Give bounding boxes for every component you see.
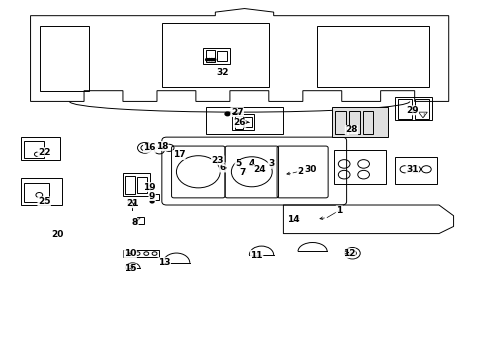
- Text: 26: 26: [233, 118, 245, 127]
- Text: 6: 6: [219, 163, 225, 172]
- Bar: [394, 157, 436, 184]
- Bar: [21, 178, 62, 205]
- Text: !: !: [421, 113, 423, 118]
- Text: 16: 16: [143, 143, 156, 152]
- Text: 25: 25: [38, 197, 50, 206]
- Bar: [362, 111, 372, 134]
- Text: 11: 11: [250, 251, 263, 260]
- Bar: [232, 114, 254, 130]
- Text: 28: 28: [345, 126, 357, 135]
- Bar: [122, 250, 159, 257]
- Text: 17: 17: [172, 150, 185, 159]
- Bar: [24, 183, 48, 202]
- Bar: [136, 177, 147, 193]
- Bar: [205, 107, 283, 134]
- Text: 4: 4: [248, 159, 254, 168]
- Bar: [397, 99, 411, 118]
- Text: 20: 20: [51, 230, 63, 239]
- Circle shape: [207, 59, 210, 61]
- Text: 30: 30: [304, 165, 316, 174]
- Bar: [334, 150, 385, 184]
- Bar: [149, 194, 159, 200]
- Bar: [331, 107, 387, 137]
- Text: 22: 22: [38, 148, 50, 157]
- Text: 29: 29: [405, 106, 418, 115]
- Bar: [136, 217, 143, 224]
- Bar: [203, 48, 229, 64]
- Bar: [21, 137, 60, 160]
- Text: 3: 3: [267, 159, 274, 168]
- Bar: [122, 173, 149, 196]
- Circle shape: [212, 59, 215, 61]
- Circle shape: [150, 200, 154, 203]
- Text: 1: 1: [336, 206, 342, 215]
- Bar: [205, 50, 215, 62]
- Text: 10: 10: [124, 249, 136, 258]
- Text: 23: 23: [211, 156, 224, 165]
- Text: 8: 8: [132, 219, 138, 228]
- Text: 19: 19: [143, 183, 156, 192]
- Bar: [335, 111, 346, 134]
- Text: 14: 14: [286, 215, 299, 224]
- Bar: [234, 116, 242, 129]
- Bar: [414, 99, 428, 118]
- Bar: [216, 51, 227, 62]
- Bar: [125, 176, 135, 194]
- Text: 32: 32: [216, 68, 228, 77]
- Bar: [394, 97, 431, 120]
- Text: 15: 15: [124, 264, 136, 273]
- Text: 18: 18: [155, 141, 168, 150]
- Text: 13: 13: [158, 258, 170, 267]
- Circle shape: [224, 112, 229, 116]
- Text: 7: 7: [239, 168, 246, 177]
- Text: 21: 21: [126, 199, 139, 208]
- Text: 31: 31: [405, 165, 418, 174]
- Circle shape: [205, 59, 208, 61]
- Text: 24: 24: [252, 165, 265, 174]
- Text: 27: 27: [230, 108, 243, 117]
- Bar: [24, 141, 43, 158]
- Text: 9: 9: [149, 192, 155, 201]
- Text: 2: 2: [297, 167, 303, 176]
- Bar: [243, 117, 252, 127]
- Text: 12: 12: [342, 249, 355, 258]
- Bar: [348, 111, 359, 134]
- Circle shape: [210, 59, 213, 61]
- Text: 5: 5: [235, 159, 241, 168]
